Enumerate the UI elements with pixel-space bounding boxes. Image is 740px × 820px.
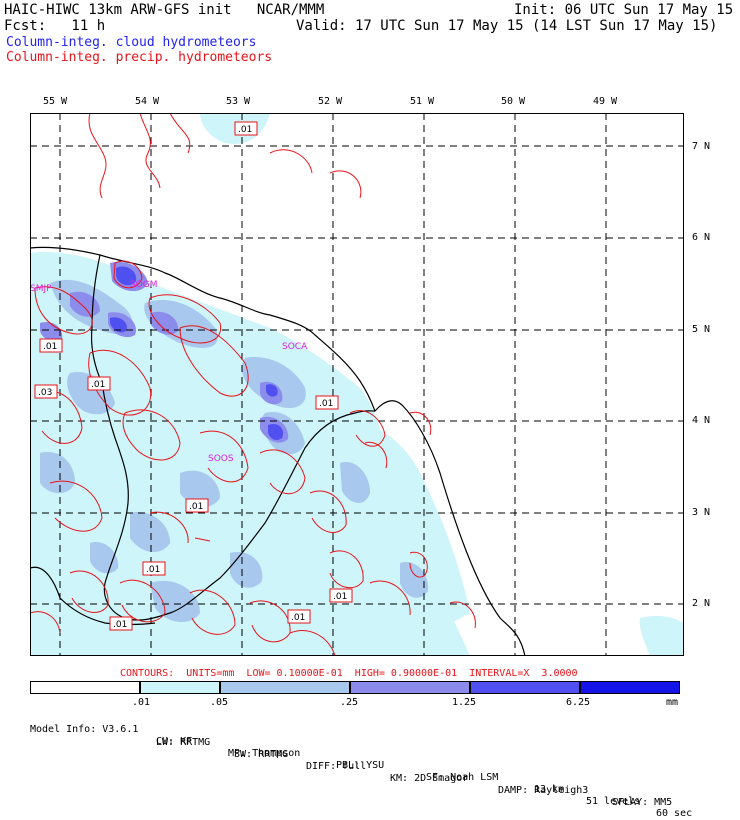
contours-info: CONTOURS: UNITS=mm LOW= 0.10000E-01 HIGH… [120,668,578,679]
contour-value-box: .01 [287,609,311,624]
cloud-shading-medium [40,279,429,623]
svg-text:.01: .01 [238,125,252,135]
lat-label: 3 N [692,507,711,518]
contour-value-box: .01 [142,561,166,576]
field-cloud-label: Column-integ. cloud hydrometeors [6,35,257,50]
contour-value-box: .01 [109,616,133,631]
colorbar-segment [30,681,140,694]
model-info-item: DAMP: Rayleigh3 [498,785,589,796]
coastline [30,246,526,656]
lon-label: 55 W [43,96,68,107]
lon-label: 51 W [410,96,435,107]
lat-label: 4 N [692,415,711,426]
contour-value-box: .01 [185,498,209,513]
map-plot: SMJP SOGM SOCA SOOS .01 .01 .03 .01 [30,113,684,656]
station-label: SOOS [208,454,234,464]
model-info-line2: LW: RRTMG SW: RRTMG DIFF: full KM: 2D Sm… [30,725,672,809]
map-frame [30,113,684,656]
colorbar-segment [220,681,350,694]
colorbar-tick: .01 [132,697,151,708]
svg-text:.01: .01 [333,592,347,602]
stations: SMJP SOGM SOCA SOOS [30,280,308,464]
colorbar-segment [580,681,680,694]
svg-text:.01: .01 [146,565,160,575]
model-info-item: KM: 2D Smagor [390,773,469,784]
colorbar-segment [140,681,220,694]
lat-label: 5 N [692,324,711,335]
plot-title: HAIC-HIWC 13km ARW-GFS init NCAR/MMM [4,2,325,18]
contour-value-box: .01 [87,376,111,391]
colorbar-segment [470,681,580,694]
lon-label: 54 W [135,96,160,107]
field-precip-label: Column-integ. precip. hydrometeors [6,50,273,65]
lat-label: 7 N [692,141,711,152]
svg-text:.01: .01 [113,620,127,630]
contour-value-box: .03 [34,384,58,399]
colorbar-segment [350,681,470,694]
lon-label: 49 W [593,96,618,107]
station-label: SOGM [130,280,158,290]
contour-value-box: .01 [315,395,339,410]
station-label: SMJP [30,284,52,294]
colorbar-units: mm [666,697,679,708]
cloud-shading-light [30,113,684,656]
lat-label: 2 N [692,598,711,609]
model-info-item: Model Info: V3.6.1 [30,724,139,735]
cloud-shading-darkest [110,266,284,441]
lat-lon-grid [30,113,684,656]
contour-value-box: .01 [329,588,353,603]
model-info-item: SFLAY: MM5 [612,797,673,808]
svg-text:.01: .01 [91,380,105,390]
model-info-item: DIFF: full [306,761,367,772]
contour-value-box: .01 [39,338,63,353]
forecast-hour: Fcst: 11 h [4,18,106,34]
contour-value-box: .01 [234,121,258,136]
precip-contours [30,113,476,656]
svg-text:.01: .01 [43,342,57,352]
contour-value-labels: .01 .01 .03 .01 .01 .01 [34,121,353,631]
colorbar-tick: 1.25 [452,697,477,708]
init-time: Init: 06 UTC Sun 17 May 15 [514,2,734,18]
colorbar-tick: .25 [340,697,359,708]
model-info-item: 60 sec [656,808,693,819]
lat-label: 6 N [692,232,711,243]
model-info-item: LW: RRTMG [156,737,211,748]
colorbar-tick: 6.25 [566,697,591,708]
model-info-item: SW: RRTMG [234,749,289,760]
lon-label: 52 W [318,96,343,107]
lon-label: 50 W [501,96,526,107]
colorbar-tick: .05 [210,697,229,708]
svg-text:.01: .01 [291,613,305,623]
station-label: SOCA [282,342,308,352]
svg-text:.03: .03 [38,388,52,398]
svg-text:.01: .01 [189,502,203,512]
valid-time: Valid: 17 UTC Sun 17 May 15 (14 LST Sun … [296,18,718,34]
svg-text:.01: .01 [319,399,333,409]
lon-label: 53 W [226,96,251,107]
